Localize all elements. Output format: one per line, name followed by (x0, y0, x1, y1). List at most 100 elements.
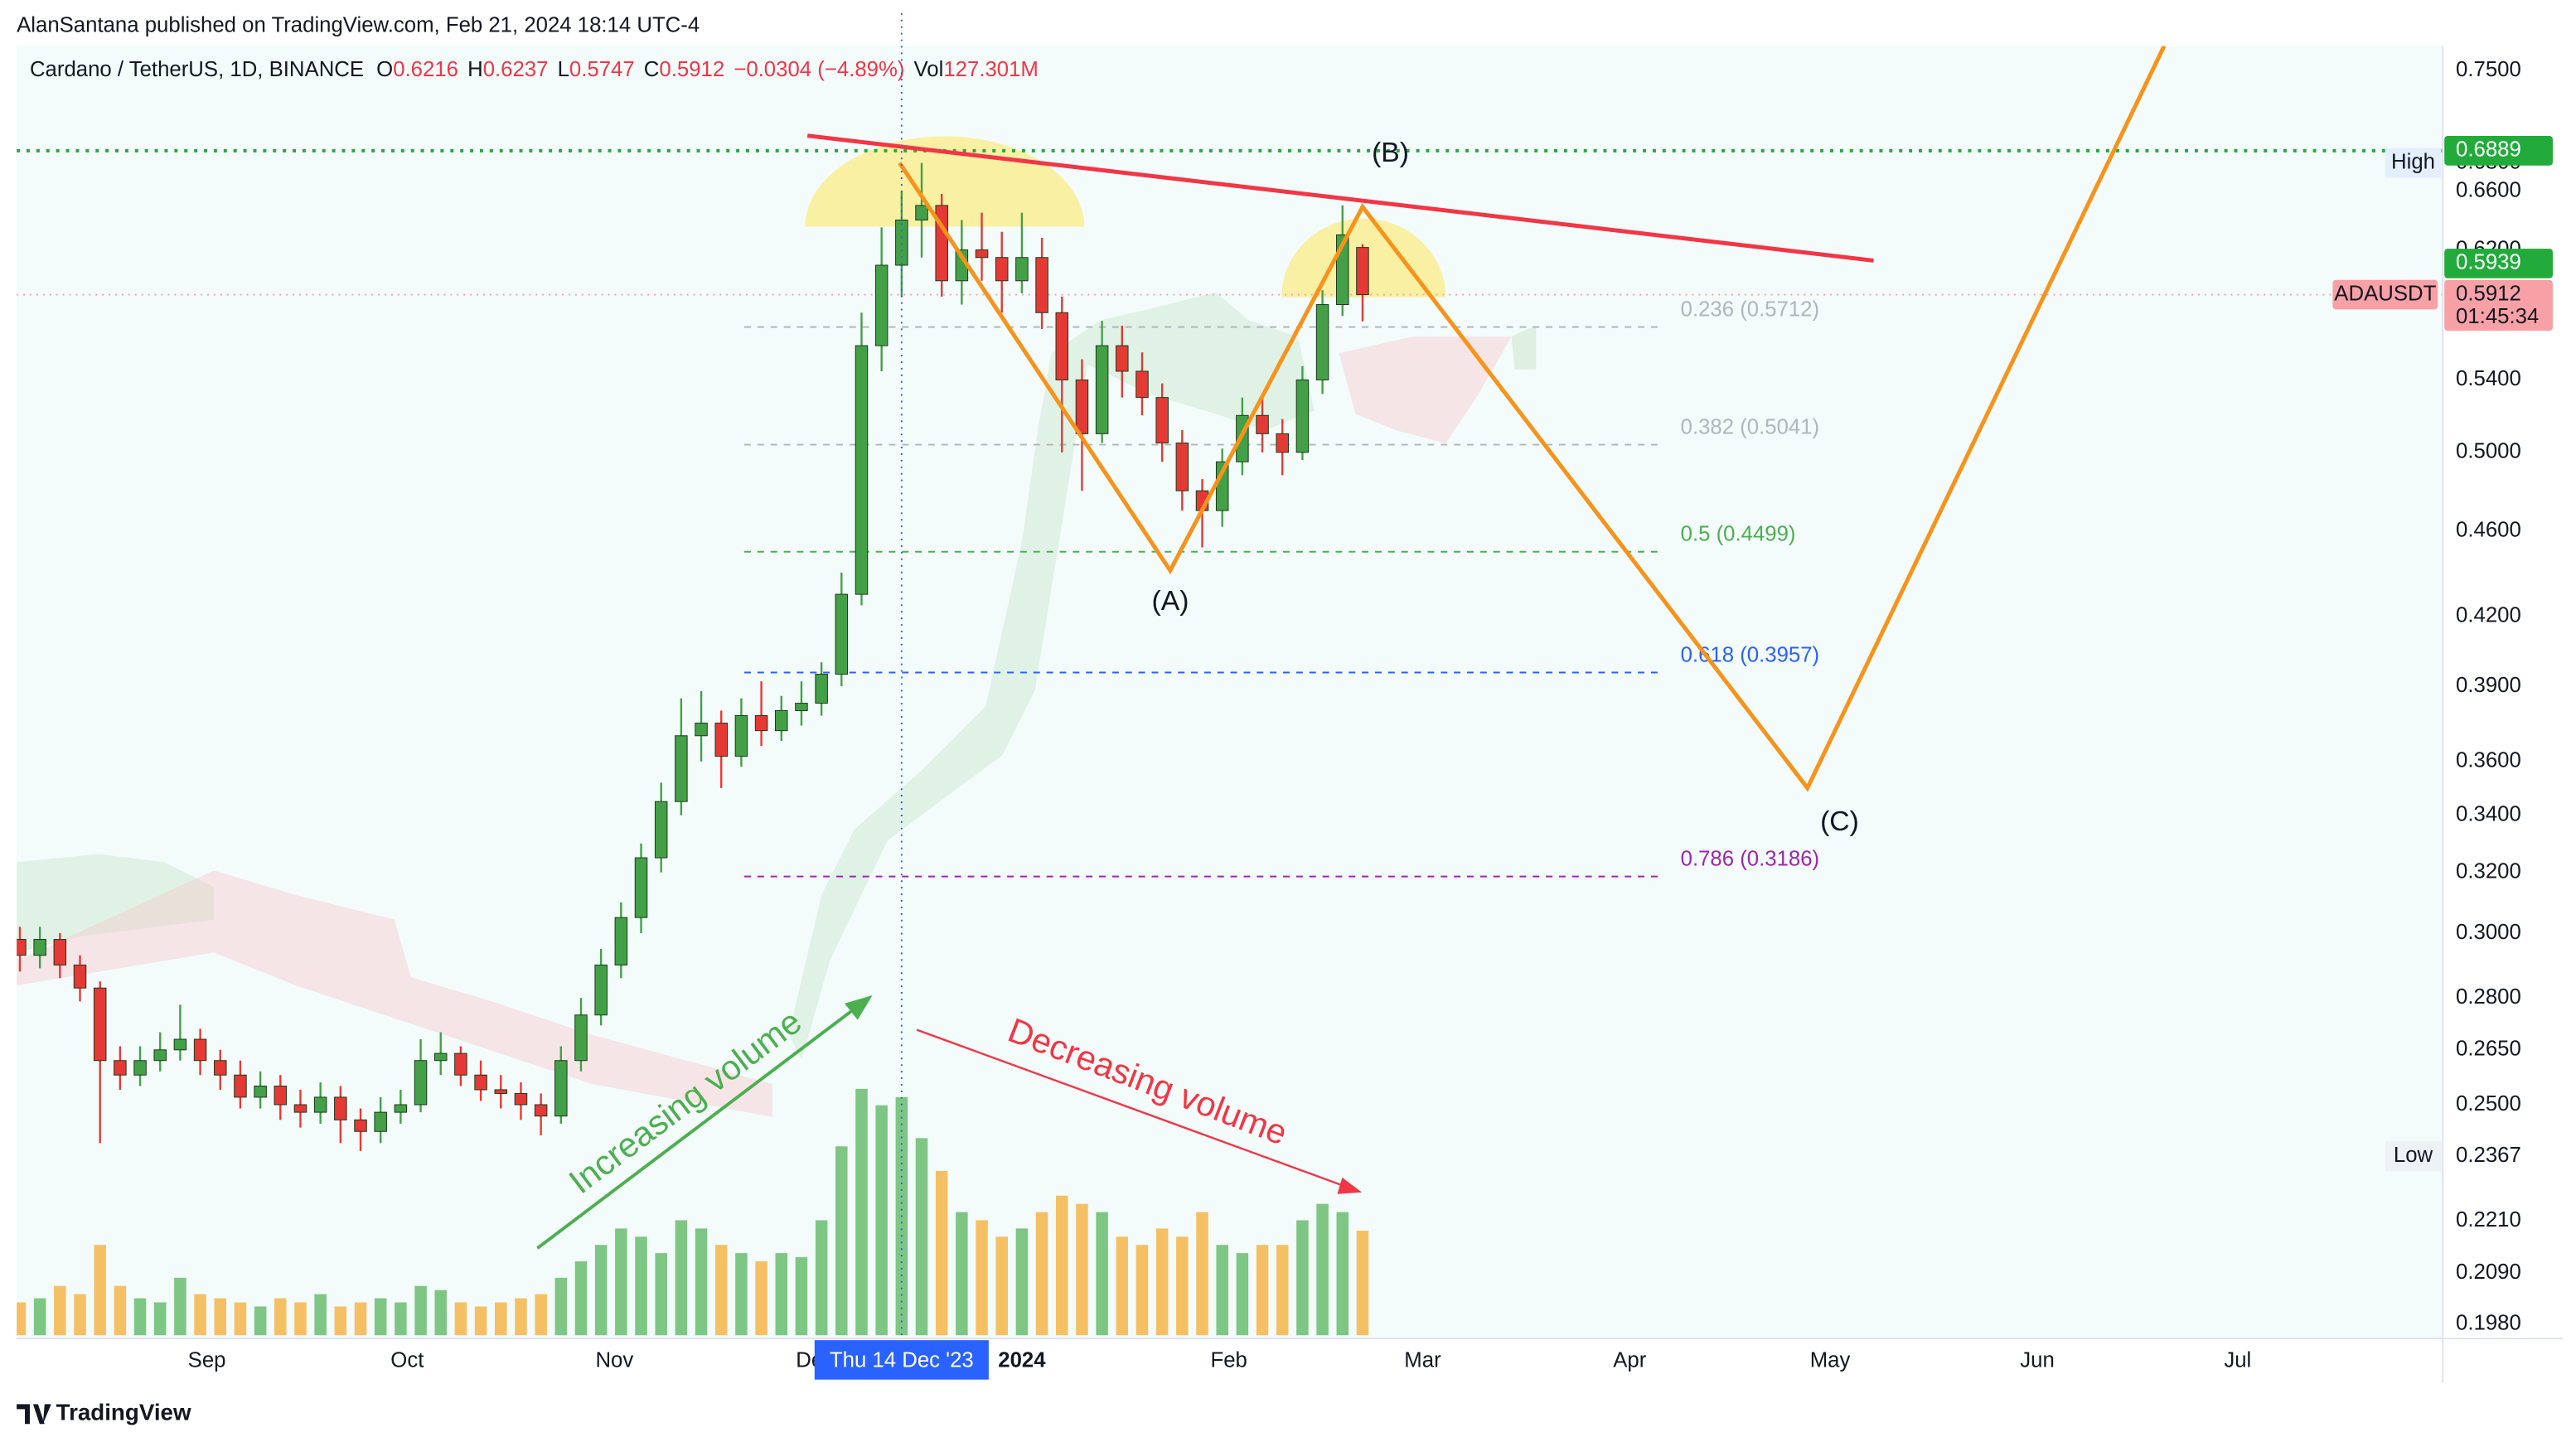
candle-body (815, 674, 828, 704)
crosshair-label: Thu 14 Dec '23 (830, 1349, 974, 1372)
candle-body (33, 939, 46, 956)
candle-body (1035, 257, 1048, 313)
y-tick-label: 0.2210 (2456, 1208, 2521, 1232)
volume-bar (314, 1294, 327, 1336)
volume-bar (1316, 1203, 1329, 1336)
candle-body (675, 735, 688, 802)
candle-body (915, 205, 928, 220)
candle-body (594, 964, 608, 1016)
y-tick-label: 0.3600 (2456, 749, 2521, 772)
chart-pane (17, 46, 2443, 1339)
volume-bar (54, 1285, 66, 1336)
volume-bar (1256, 1245, 1269, 1336)
x-tick-label: Mar (1404, 1349, 1441, 1372)
candle-body (133, 1060, 147, 1076)
candle-body (173, 1038, 187, 1051)
candle-body (293, 1104, 307, 1113)
candle-body (73, 964, 87, 989)
volume-bar (1135, 1245, 1149, 1336)
volume-bar (395, 1302, 407, 1336)
marker-label: 0.2367 (2456, 1144, 2521, 1167)
price-marker-label: 0.5912 (2456, 282, 2521, 305)
volume-bar (835, 1146, 848, 1336)
legend-value: 0.6237 (483, 58, 549, 81)
candle-body (193, 1038, 207, 1062)
candle-body (734, 714, 748, 757)
legend-label: O (376, 58, 393, 81)
x-tick-label: Sep (188, 1349, 226, 1372)
candle-body (433, 1052, 448, 1062)
y-tick-label: 0.2500 (2456, 1092, 2521, 1115)
wave-label: (B) (1372, 138, 1409, 168)
volume-bar (94, 1245, 106, 1336)
legend: Cardano / TetherUS, 1D, BINANCE O0.6216 … (30, 58, 1039, 81)
volume-bar (515, 1298, 527, 1336)
volume-bar (735, 1253, 748, 1336)
volume-bar (714, 1245, 728, 1336)
candle-body (53, 939, 67, 965)
arrow-line (916, 1028, 1358, 1192)
volume-bar (153, 1302, 167, 1336)
candle-body (313, 1096, 327, 1113)
candle-body (1015, 257, 1029, 282)
y-tick-label: 0.3200 (2456, 859, 2521, 883)
volume-bar (755, 1261, 767, 1336)
volume-bar (995, 1236, 1008, 1336)
cloud-green (1511, 325, 1537, 370)
candle-body (775, 709, 788, 732)
legend-value: 0.5912 (659, 58, 724, 81)
wave-label: (C) (1820, 806, 1859, 837)
volume-bar (655, 1253, 667, 1336)
volume-bar (1216, 1245, 1228, 1336)
candle-body (1295, 379, 1310, 453)
candle-body (1095, 345, 1109, 434)
marker-name: Low (2394, 1144, 2433, 1167)
volume-bar (33, 1298, 46, 1336)
volume-bar (194, 1294, 206, 1336)
symbol: Cardano / TetherUS, 1D, BINANCE (30, 58, 364, 81)
candle-body (1175, 443, 1189, 491)
candle-body (634, 857, 648, 918)
candle-body (1356, 247, 1369, 296)
volume-bar (775, 1253, 788, 1336)
price-marker-label: 0.6889 (2456, 138, 2521, 162)
volume-bar (1155, 1228, 1169, 1336)
y-tick-label: 0.3400 (2456, 803, 2521, 826)
y-tick-label: 0.1980 (2456, 1312, 2521, 1335)
symbol-label: ADAUSDT (2334, 282, 2436, 305)
candle-body (474, 1074, 487, 1091)
volume-bar (274, 1298, 287, 1336)
y-tick-label: 0.3900 (2456, 674, 2521, 697)
x-tick-label: May (1810, 1349, 1851, 1372)
y-tick-label: 0.2800 (2456, 985, 2521, 1009)
candle-body (654, 801, 668, 859)
y-tick-label: 0.4600 (2456, 518, 2521, 541)
volume-bar (976, 1220, 988, 1336)
volume-bar (594, 1245, 608, 1336)
volume-bar (1356, 1231, 1369, 1336)
marker-name: High (2391, 150, 2435, 173)
price-marker-label: 0.5939 (2456, 251, 2521, 274)
cloud-green (17, 854, 214, 953)
y-tick-label: 0.7500 (2456, 58, 2521, 81)
wave-label: (A) (1152, 586, 1189, 617)
price-marker (2444, 279, 2553, 331)
candle-body (93, 987, 107, 1062)
volume-bar (635, 1236, 647, 1336)
trendline (806, 133, 1874, 263)
candle-body (1055, 312, 1069, 380)
volume-bar (554, 1277, 568, 1336)
candle-body (414, 1060, 428, 1106)
volume-bar (1196, 1212, 1208, 1336)
volume-bar (254, 1306, 267, 1336)
candle-body (1135, 370, 1149, 399)
wave-path (898, 46, 2167, 792)
volume-bar (454, 1302, 467, 1336)
volume-bar (114, 1285, 127, 1336)
candle-body (214, 1060, 227, 1076)
candle-body (975, 249, 989, 259)
candle-body (795, 703, 808, 711)
volume-bar (1015, 1228, 1029, 1336)
volume-bar (855, 1088, 868, 1336)
